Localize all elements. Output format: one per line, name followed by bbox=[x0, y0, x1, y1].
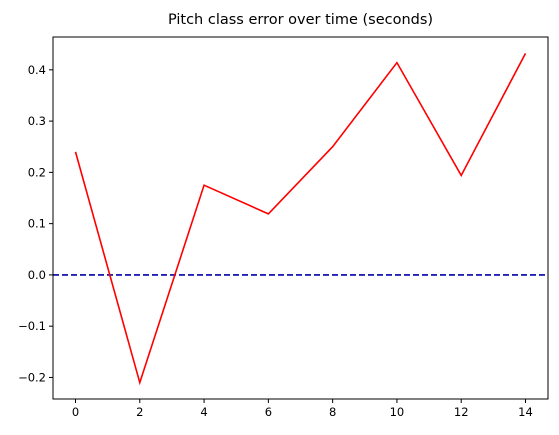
x-tick-label: 10 bbox=[390, 405, 405, 419]
y-tick-label: 0.1 bbox=[28, 217, 46, 231]
y-tick-label: −0.2 bbox=[18, 370, 46, 384]
y-tick-label: 0.2 bbox=[28, 165, 46, 179]
x-tick-label: 8 bbox=[329, 405, 336, 419]
y-axis: −0.2 −0.1 0.0 0.1 0.2 0.3 0.4 bbox=[18, 63, 53, 384]
plot-frame bbox=[52, 36, 549, 400]
y-tick-label: 0.3 bbox=[28, 114, 46, 128]
chart-title: Pitch class error over time (seconds) bbox=[168, 12, 433, 28]
x-tick-label: 0 bbox=[72, 405, 79, 419]
x-tick-label: 14 bbox=[518, 405, 533, 419]
x-tick-label: 6 bbox=[265, 405, 272, 419]
series-line-0 bbox=[74, 53, 527, 386]
x-axis: 0 2 4 6 8 10 12 14 bbox=[72, 399, 533, 419]
y-tick-label: −0.1 bbox=[18, 319, 46, 333]
y-tick-label: 0.4 bbox=[28, 63, 46, 77]
x-tick-label: 2 bbox=[136, 405, 143, 419]
y-tick-label: 0.0 bbox=[28, 268, 46, 282]
series-layer bbox=[74, 53, 527, 386]
x-tick-label: 12 bbox=[454, 405, 469, 419]
x-tick-label: 4 bbox=[200, 405, 207, 419]
